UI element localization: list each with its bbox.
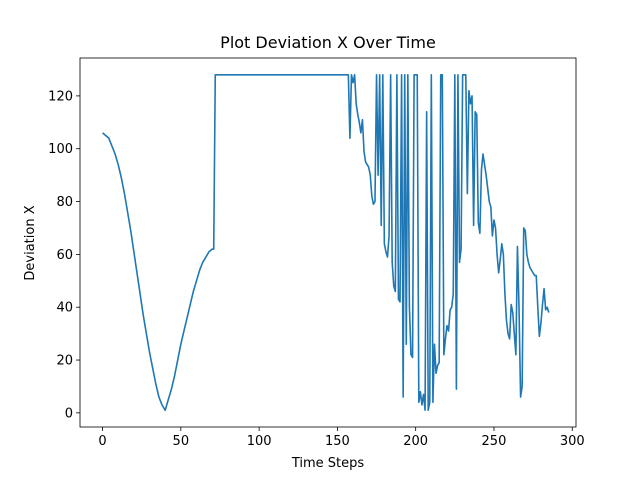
y-tick-label: 40	[56, 301, 73, 316]
x-tick-label: 0	[98, 434, 106, 449]
x-tick-label: 250	[482, 434, 507, 449]
x-tick-label: 50	[173, 434, 190, 449]
data-line	[102, 73, 550, 412]
y-axis-label: Deviation X	[23, 205, 38, 280]
x-axis-label: Time Steps	[291, 456, 365, 471]
x-tick-label: 300	[560, 434, 585, 449]
y-tick-label: 120	[48, 89, 73, 104]
plot-frame	[79, 57, 577, 428]
x-tick-label: 100	[247, 434, 272, 449]
x-tick-label: 150	[325, 434, 350, 449]
chart-title: Plot Deviation X Over Time	[220, 33, 436, 52]
y-tick-label: 20	[56, 354, 73, 369]
y-tick-label: 0	[65, 406, 73, 421]
y-tick-label: 60	[56, 248, 73, 263]
y-tick-label: 100	[48, 142, 73, 157]
y-tick-label: 80	[56, 195, 73, 210]
x-tick-label: 200	[403, 434, 428, 449]
